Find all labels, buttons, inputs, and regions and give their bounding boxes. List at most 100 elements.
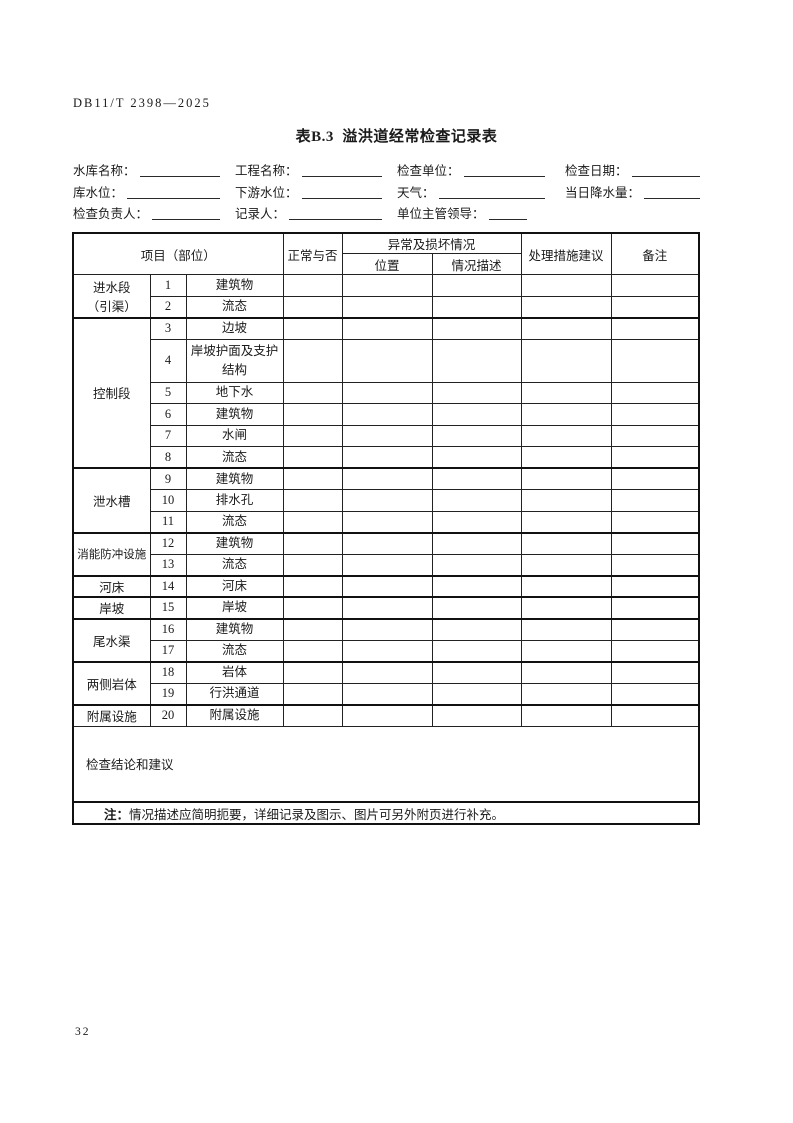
empty-cell — [520, 403, 612, 426]
table-row: 尾水渠 16 建筑物 — [72, 617, 700, 662]
empty-cell — [431, 553, 522, 576]
item-name: 流态 — [185, 295, 284, 318]
category-cell: 泄水槽 — [72, 467, 151, 533]
note-cell: 注：情况描述应简明扼要，详细记录及图示、图片可另外附页进行补充。 — [72, 801, 700, 825]
empty-cell — [520, 596, 612, 619]
category-line: 控制段 — [92, 387, 131, 402]
row-number: 1 — [149, 274, 187, 297]
empty-cell — [282, 617, 343, 641]
empty-cell — [610, 446, 700, 469]
empty-cell — [520, 295, 612, 318]
empty-cell — [520, 682, 612, 705]
empty-cell — [520, 660, 612, 684]
empty-cell — [431, 596, 522, 619]
item-name: 建筑物 — [185, 531, 284, 555]
row-number: 3 — [149, 316, 187, 340]
blank-line — [301, 197, 382, 199]
item-name: 地下水 — [185, 381, 284, 404]
field-unit-leader: 单位主管领导： — [397, 204, 527, 222]
item-name: 建筑物 — [185, 467, 284, 490]
empty-cell — [282, 660, 343, 684]
empty-cell — [431, 510, 522, 533]
form-row-1: 水库名称： 工程名称： 检查单位： 检查日期： — [73, 161, 703, 183]
blank-line — [139, 175, 220, 177]
category-cell: 河床 — [72, 574, 151, 598]
field-daily-rainfall: 当日降水量： — [565, 183, 700, 201]
item-name: 岸坡 — [185, 596, 284, 619]
row-number: 4 — [149, 338, 187, 383]
empty-cell — [610, 531, 700, 555]
table-row: 19 行洪通道 — [73, 682, 700, 705]
empty-cell — [610, 660, 700, 684]
row-number: 9 — [149, 467, 187, 490]
empty-cell — [610, 553, 700, 576]
empty-cell — [431, 316, 522, 340]
empty-cell — [282, 446, 343, 469]
row-number: 5 — [149, 381, 187, 404]
field-recorder: 记录人： — [235, 204, 382, 222]
field-label: 检查日期： — [565, 164, 628, 178]
empty-cell — [341, 295, 433, 318]
empty-cell — [610, 574, 700, 598]
row-number: 6 — [149, 403, 187, 426]
note-text: 情况描述应简明扼要，详细记录及图示、图片可另外附页进行补充。 — [129, 807, 505, 822]
field-inspection-date: 检查日期： — [565, 161, 700, 179]
table-row: 4 岸坡护面及支护 结构 — [73, 338, 700, 383]
empty-cell — [341, 424, 433, 447]
row-number: 7 — [149, 424, 187, 447]
empty-cell — [610, 639, 700, 662]
empty-cell — [520, 467, 612, 490]
empty-cell — [282, 316, 343, 340]
row-number: 20 — [149, 703, 187, 727]
empty-cell — [520, 531, 612, 555]
table-row: 5 地下水 — [73, 381, 700, 404]
table-row: 10 排水孔 — [73, 489, 700, 512]
table-row: 2 流态 — [73, 295, 700, 318]
item-name: 附属设施 — [185, 703, 284, 727]
row-number: 11 — [149, 510, 187, 533]
empty-cell — [341, 703, 433, 727]
field-label: 记录人： — [235, 207, 286, 221]
empty-cell — [282, 424, 343, 447]
conclusion-row: 检查结论和建议 — [72, 725, 700, 803]
header-description: 情况描述 — [431, 253, 522, 275]
empty-cell — [282, 381, 343, 404]
empty-cell — [282, 703, 343, 727]
table-row: 8 流态 — [73, 446, 700, 469]
empty-cell — [610, 489, 700, 512]
row-number: 2 — [149, 295, 187, 318]
empty-cell — [610, 381, 700, 404]
category-cell: 消能防冲设施 — [72, 531, 151, 576]
row-number: 13 — [149, 553, 187, 576]
empty-cell — [520, 639, 612, 662]
category-line: 河床 — [99, 580, 125, 595]
note-prefix: 注： — [104, 807, 130, 822]
category-cell: 岸坡 — [72, 596, 151, 619]
item-name: 流态 — [185, 510, 284, 533]
field-label: 下游水位： — [235, 185, 298, 200]
empty-cell — [341, 403, 433, 426]
empty-cell — [610, 338, 700, 383]
row-number: 8 — [149, 446, 187, 469]
empty-cell — [610, 510, 700, 533]
empty-cell — [341, 596, 433, 619]
empty-cell — [282, 510, 343, 533]
empty-cell — [431, 424, 522, 447]
empty-cell — [341, 574, 433, 598]
empty-cell — [431, 639, 522, 662]
empty-cell — [341, 446, 433, 469]
table-row: 两侧岩体 18 岩体 — [72, 660, 700, 705]
table-row: 岸坡 15 岸坡 — [72, 596, 700, 619]
blank-line — [438, 197, 545, 199]
item-name: 河床 — [185, 574, 284, 598]
blank-line — [631, 175, 700, 177]
category-line: 消能防冲设施 — [77, 549, 147, 561]
empty-cell — [341, 682, 433, 705]
empty-cell — [341, 553, 433, 576]
empty-cell — [341, 510, 433, 533]
category-line: 尾水渠 — [92, 634, 131, 649]
header-normal: 正常与否 — [282, 232, 343, 275]
field-label: 库水位： — [73, 185, 124, 200]
item-name: 水闸 — [185, 424, 284, 447]
